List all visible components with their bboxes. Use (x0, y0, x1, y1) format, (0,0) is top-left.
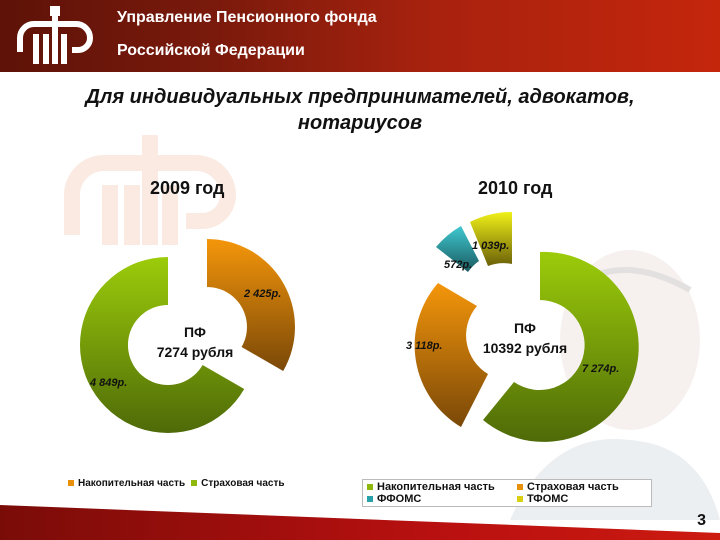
center-label-2009: ПФ 7274 рубля (156, 324, 234, 360)
segment-7274 (483, 251, 639, 442)
page-title-line2: нотариусов (297, 112, 423, 134)
segment-572 (436, 226, 479, 272)
legend-swatch-orange (517, 484, 523, 491)
donut-2010 (414, 212, 639, 442)
header-banner: Управление Пенсионного фонда Российской … (0, 0, 720, 72)
legend-swatch-green (367, 484, 373, 491)
donut-2009 (79, 239, 295, 433)
legend-swatch-teal (367, 496, 373, 503)
footer-band (0, 505, 720, 540)
header-line2: Российской Федерации (117, 42, 305, 59)
page-title-line1: Для индивидуальных предпринимателей, адв… (85, 86, 635, 108)
legend-item-ffoms: ФФОМС (367, 493, 517, 505)
legend-item-accumulative: Накопительная часть (68, 478, 185, 489)
label-7274: 7 274р. (582, 363, 620, 375)
segment-4849 (79, 256, 245, 433)
legend-item-accumulative: Накопительная часть (367, 481, 517, 493)
legend-item-insurance: Страховая часть (191, 478, 284, 489)
legend-swatch-green (191, 480, 198, 487)
label-1039: 1 039р. (472, 240, 510, 252)
label-3118: 3 118р. (406, 340, 443, 352)
label-572: 572р. (444, 259, 473, 271)
chart-2009: 2009 год 2 425р. 4 849р. ПФ 7274 рубля (0, 0, 360, 500)
page-number: 3 (697, 512, 706, 529)
chart-2009-title: 2009 год (150, 178, 225, 198)
label-4849: 4 849р. (90, 377, 128, 389)
segment-2425 (207, 239, 295, 371)
legend-item-tfoms: ТФОМС (517, 493, 647, 505)
page-title: Для индивидуальных предпринимателей, адв… (0, 84, 720, 136)
header-line1: Управление Пенсионного фонда (117, 9, 377, 26)
segment-3118 (414, 283, 488, 427)
legend-swatch-orange (68, 480, 74, 487)
legend-2009: Накопительная часть Страховая часть (68, 478, 284, 489)
legend-swatch-yellow (517, 496, 523, 503)
chart-2010-title: 2010 год (478, 178, 553, 198)
pfr-logo-icon (17, 6, 94, 64)
legend-item-insurance: Страховая часть (517, 481, 647, 493)
chart-2010: 2010 год 1 039р. 572р. 3 118р. 7 274р. П… (406, 178, 639, 442)
label-2425: 2 425р. (244, 288, 282, 300)
segment-1039 (470, 212, 512, 266)
pfr-watermark-icon (64, 135, 237, 245)
center-label-2010: ПФ 10392 рубля (482, 320, 568, 356)
legend-2010: Накопительная часть Страховая часть ФФОМ… (362, 479, 652, 507)
